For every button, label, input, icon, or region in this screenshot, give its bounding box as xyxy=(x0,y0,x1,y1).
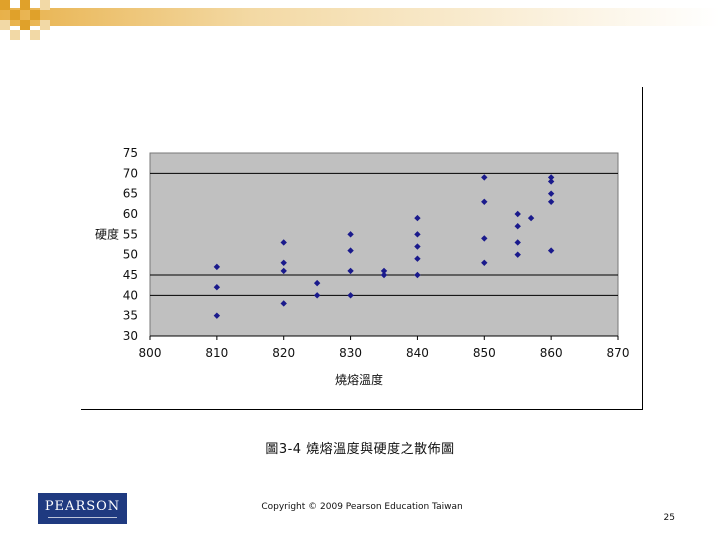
data-point xyxy=(481,235,488,242)
data-point xyxy=(213,312,221,319)
y-tick-label: 50 xyxy=(123,248,138,262)
y-tick-label: 55 xyxy=(123,227,138,241)
data-point xyxy=(414,231,421,238)
chart-frame: 800 810 820 830 840 850 860 870 30 35 40 45 50 55 60 65… xyxy=(81,87,643,410)
data-point xyxy=(481,198,488,205)
checker-square xyxy=(20,20,30,30)
figure-caption: 圖3-4 燒熔溫度與硬度之散佈圖 xyxy=(265,442,455,457)
x-axis-label: 燒熔溫度 xyxy=(335,372,383,387)
decorative-header-band xyxy=(0,0,720,40)
data-point xyxy=(313,292,321,299)
y-tick-label: 70 xyxy=(123,166,138,180)
checker-square xyxy=(0,20,10,30)
data-point xyxy=(347,247,354,254)
data-point xyxy=(213,284,221,291)
y-tick-label: 65 xyxy=(123,187,138,201)
y-tick-label: 35 xyxy=(123,309,138,323)
data-point xyxy=(414,271,421,279)
data-point xyxy=(380,267,388,275)
copyright-notice: Copyright © 2009 Pearson Education Taiwa… xyxy=(261,502,463,512)
data-point xyxy=(280,300,287,307)
data-point xyxy=(280,259,287,266)
header-gradient-bar xyxy=(0,8,720,26)
data-point xyxy=(347,231,354,238)
data-point xyxy=(414,214,421,222)
x-tick-label: 830 xyxy=(339,346,362,360)
data-point xyxy=(347,267,354,275)
checker-square xyxy=(30,10,40,20)
x-tick-label: 840 xyxy=(406,346,429,360)
checker-square xyxy=(10,30,20,40)
plot-area xyxy=(149,152,619,337)
data-point xyxy=(280,239,287,246)
data-point xyxy=(481,174,488,181)
y-axis-label: 硬度 xyxy=(95,227,119,242)
x-tick-label: 870 xyxy=(607,346,630,360)
y-tick-label: 30 xyxy=(123,329,138,343)
x-tick-label: 810 xyxy=(205,346,228,360)
scatter-chart: 800 810 820 830 840 850 860 870 30 35 40 45 50 55 60 65… xyxy=(95,146,630,387)
x-tick-label: 800 xyxy=(139,346,162,360)
checker-square xyxy=(30,30,40,40)
page-number: 25 xyxy=(663,513,675,523)
logo-underline xyxy=(48,517,117,518)
checker-square xyxy=(40,20,50,30)
data-point xyxy=(481,259,488,266)
data-point xyxy=(414,243,421,250)
x-tick-label: 820 xyxy=(272,346,295,360)
checker-decoration xyxy=(0,0,720,40)
y-tick-label: 40 xyxy=(123,288,138,302)
checker-square xyxy=(10,10,20,20)
y-tick-label: 60 xyxy=(123,207,138,221)
x-tick-label: 860 xyxy=(540,346,563,360)
y-tick-label: 45 xyxy=(123,268,138,282)
y-tick-label: 75 xyxy=(123,146,138,160)
data-point xyxy=(280,267,287,275)
pearson-logo: PEARSON xyxy=(38,493,127,524)
axes: 800 810 820 830 840 850 860 870 30 35 40 45 50 55 60 65… xyxy=(123,146,630,360)
checker-square xyxy=(40,0,50,10)
x-tick-label: 850 xyxy=(473,346,496,360)
checker-square xyxy=(20,0,30,10)
plot-background xyxy=(149,152,619,337)
data-point xyxy=(527,214,535,222)
data-point xyxy=(347,292,354,299)
data-point xyxy=(380,271,388,279)
checker-square xyxy=(0,0,10,10)
logo-text: PEARSON xyxy=(44,499,121,514)
